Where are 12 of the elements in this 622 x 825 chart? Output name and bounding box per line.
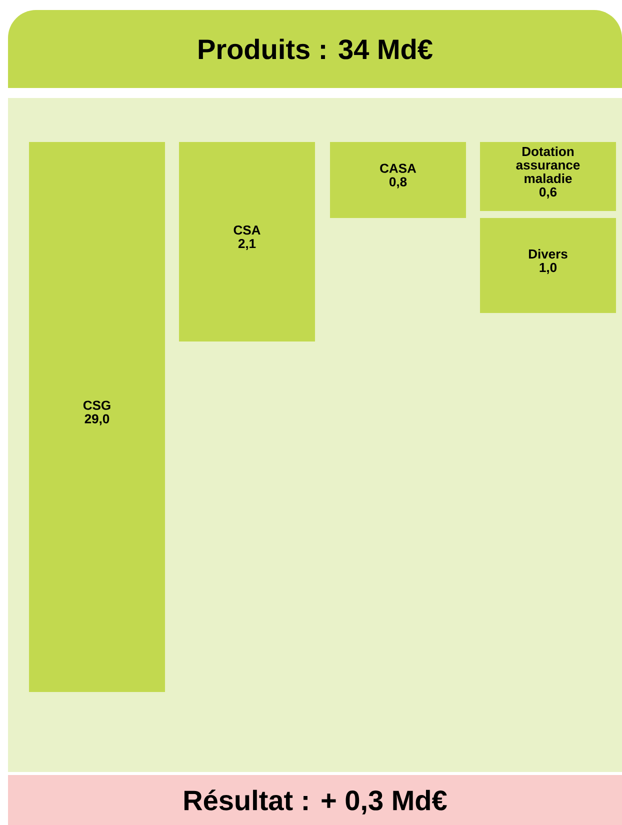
text: Résultat : + 0,3 Md€	[184, 790, 447, 814]
data-label: 0,6	[539, 187, 557, 198]
category-label: Dotation assurance maladie	[516, 146, 580, 184]
text: Produits : 34 Md€	[198, 38, 432, 60]
category-label: CSG	[83, 400, 110, 410]
category-label: CASA	[380, 164, 416, 173]
data-label: 29,0	[84, 414, 110, 426]
data-label: 2,1	[238, 238, 256, 250]
category-label: Divers	[528, 249, 568, 259]
data-label: 1,0	[540, 262, 557, 274]
category-label: CSA	[234, 225, 260, 235]
data-label: 0,8	[389, 177, 407, 188]
